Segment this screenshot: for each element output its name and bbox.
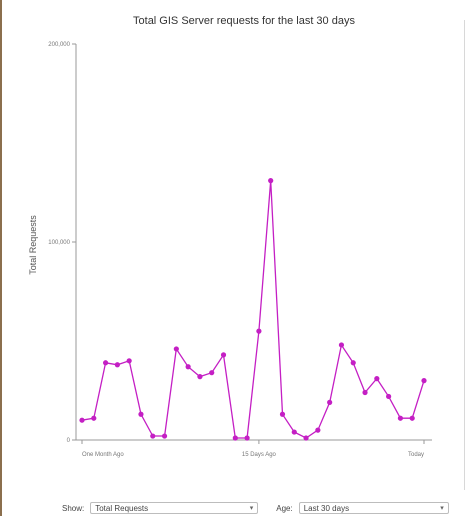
data-point: [386, 393, 392, 400]
chevron-down-icon: ▾: [440, 505, 444, 512]
data-point: [327, 399, 333, 405]
data-point: [303, 435, 309, 441]
requests-line-chart: Total GIS Server requests for the last 3…: [28, 15, 432, 458]
data-point: [350, 360, 356, 366]
data-point: [232, 435, 238, 441]
chart-title: Total GIS Server requests for the last 3…: [133, 15, 355, 27]
age-select-value: Last 30 days: [303, 503, 350, 513]
data-point: [409, 415, 415, 421]
data-point: [197, 374, 203, 380]
data-point: [338, 342, 345, 348]
left-border: [0, 0, 2, 516]
right-divider: [464, 20, 465, 490]
data-point: [220, 352, 227, 358]
data-point: [362, 389, 368, 396]
y-tick-label: 0: [67, 438, 71, 444]
data-point: [138, 411, 144, 417]
data-point: [126, 358, 132, 364]
data-point: [79, 417, 85, 423]
age-label: Age:: [276, 503, 293, 513]
data-point: [397, 415, 404, 421]
data-point: [279, 411, 286, 417]
y-tick-label: 100,000: [48, 240, 70, 246]
show-select-value: Total Requests: [95, 503, 149, 513]
data-point: [421, 378, 427, 384]
data-point: [150, 433, 156, 439]
data-point: [256, 328, 262, 334]
show-select[interactable]: Total Requests ▾: [90, 502, 259, 514]
age-select[interactable]: Last 30 days ▾: [298, 502, 449, 514]
data-point: [91, 415, 97, 421]
data-point: [244, 435, 250, 441]
data-point: [185, 364, 191, 370]
series-line: [81, 180, 425, 439]
data-point: [114, 362, 120, 368]
chart-controls: Show: Total Requests ▾ Age: Last 30 days…: [62, 500, 449, 516]
data-point: [209, 370, 215, 376]
data-point: [315, 427, 321, 433]
data-point: [374, 376, 380, 382]
x-tick-label: One Month Ago: [82, 452, 124, 458]
data-point: [173, 346, 179, 352]
data-point: [291, 429, 297, 435]
chevron-down-icon: ▾: [249, 505, 254, 512]
data-point: [268, 178, 274, 184]
x-tick-label: Today: [408, 452, 424, 458]
y-axis-label: Total Requests: [28, 215, 38, 275]
x-tick-label: 15 Days Ago: [242, 452, 277, 458]
axis-ticks: 0 100,000 200,000 One Month Ago 15 Days Ago T…: [48, 42, 425, 458]
y-tick-label: 200,000: [48, 42, 70, 48]
data-point: [161, 433, 168, 439]
show-label: Show:: [62, 503, 85, 513]
data-point: [102, 360, 109, 366]
series-points: [79, 178, 427, 441]
